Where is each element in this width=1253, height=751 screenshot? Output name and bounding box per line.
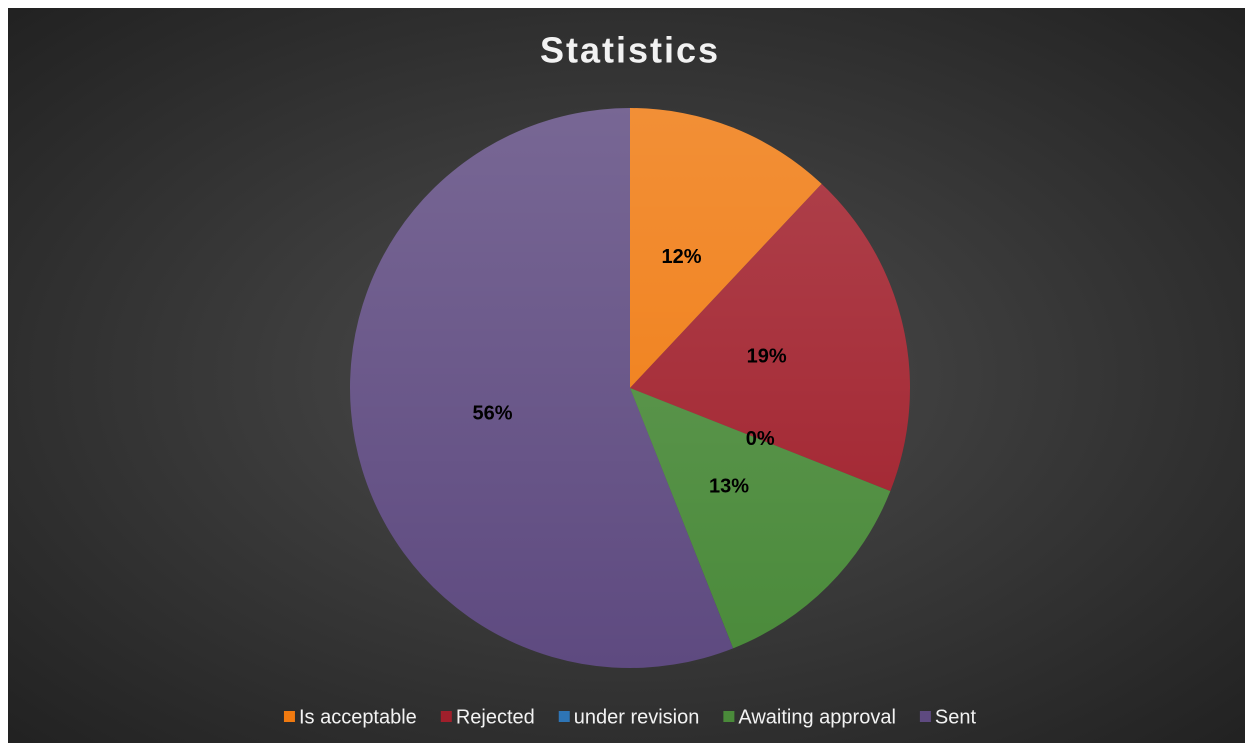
legend-marker: [440, 711, 452, 722]
legend-label: under revision: [574, 706, 700, 728]
legend-marker: [558, 711, 570, 722]
legend-marker: [919, 711, 931, 722]
chart-title: Statistics: [540, 30, 720, 71]
legend-marker: [283, 711, 295, 722]
legend-marker: [723, 711, 735, 722]
data-label: 12%: [662, 246, 702, 268]
data-label: 56%: [472, 403, 512, 425]
legend-label: Awaiting approval: [738, 706, 896, 728]
data-label: 19%: [747, 346, 787, 368]
data-labels: 12% 19% 0% 13% 56%: [472, 246, 786, 497]
legend-label: Rejected: [456, 706, 535, 728]
legend-label: Is acceptable: [299, 706, 417, 728]
data-label: 0%: [746, 428, 775, 450]
data-label: 13%: [709, 475, 749, 497]
legend: Is acceptable Rejected under revision Await…: [283, 706, 977, 728]
legend-label: Sent: [935, 706, 977, 728]
pie: [350, 108, 911, 668]
